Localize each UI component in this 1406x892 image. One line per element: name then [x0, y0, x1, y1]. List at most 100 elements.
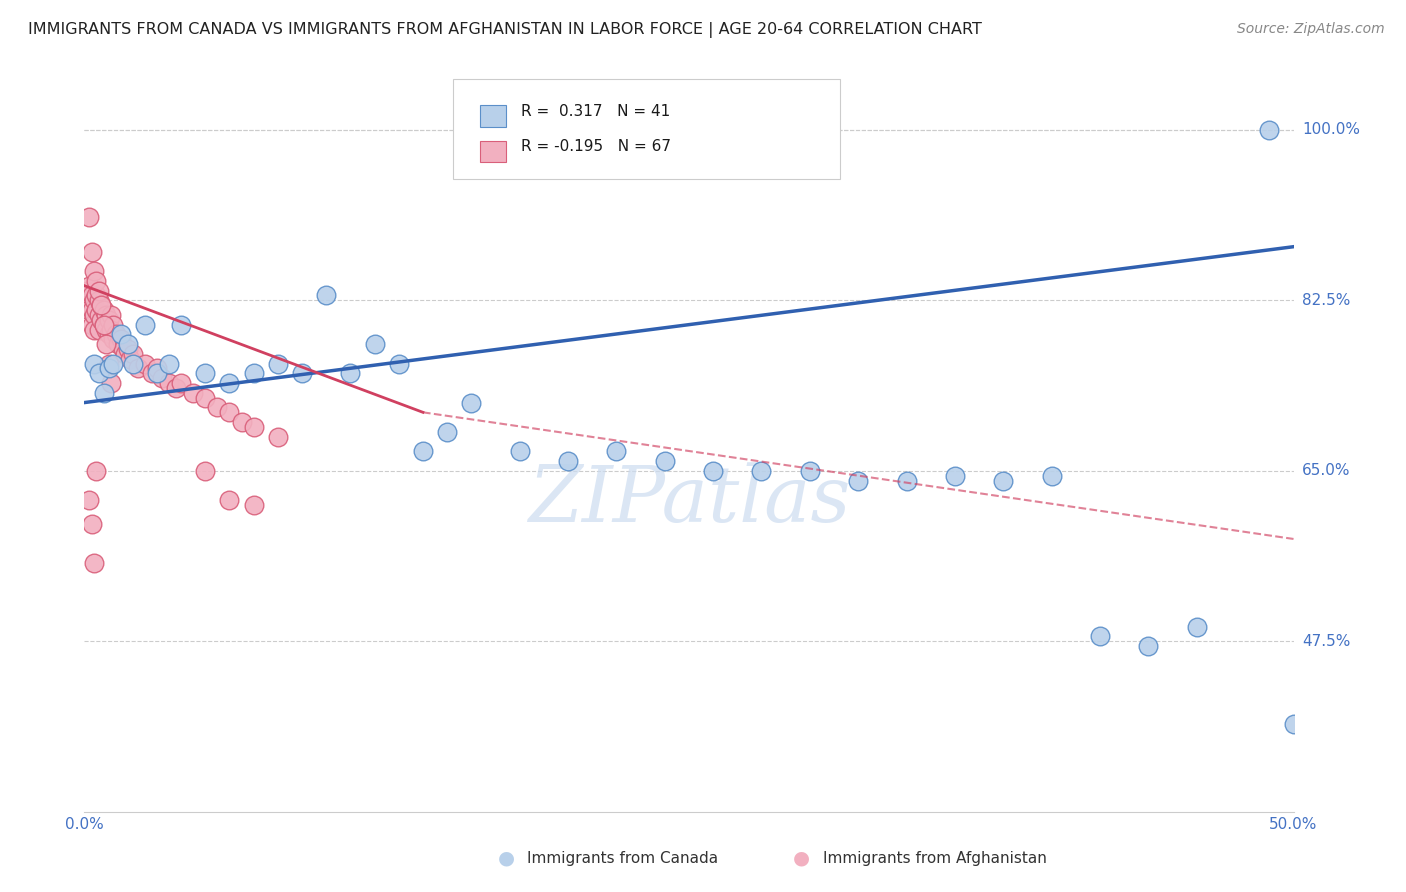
- Point: [83, 308, 105, 322]
- Point: [87, 308, 110, 322]
- Text: 47.5%: 47.5%: [1302, 633, 1350, 648]
- Point: [363, 337, 385, 351]
- Point: [77, 211, 100, 225]
- Point: [103, 318, 125, 332]
- Point: [97, 357, 120, 371]
- Point: [134, 318, 156, 332]
- Point: [751, 464, 773, 478]
- Point: [134, 357, 156, 371]
- Point: [194, 391, 217, 405]
- Point: [80, 244, 103, 259]
- Point: [114, 347, 136, 361]
- Point: [77, 278, 100, 293]
- Point: [76, 298, 98, 312]
- FancyBboxPatch shape: [479, 141, 506, 162]
- Point: [1088, 629, 1111, 643]
- FancyBboxPatch shape: [453, 78, 841, 178]
- Point: [509, 444, 531, 458]
- Point: [120, 351, 142, 366]
- Point: [87, 284, 110, 298]
- Point: [86, 288, 108, 302]
- Text: R =  0.317   N = 41: R = 0.317 N = 41: [520, 103, 671, 119]
- Point: [83, 322, 105, 336]
- Point: [80, 517, 103, 532]
- Point: [110, 327, 132, 342]
- Point: [846, 474, 869, 488]
- Point: [86, 303, 108, 318]
- Point: [87, 322, 110, 336]
- Point: [242, 367, 264, 381]
- Point: [557, 454, 579, 468]
- Point: [146, 367, 169, 381]
- Point: [150, 371, 173, 385]
- Point: [103, 332, 125, 346]
- Text: Immigrants from Canada: Immigrants from Canada: [527, 851, 718, 865]
- Point: [76, 284, 98, 298]
- Point: [267, 430, 290, 444]
- Point: [97, 312, 120, 326]
- Point: [77, 493, 100, 508]
- Point: [121, 357, 143, 371]
- Point: [218, 493, 240, 508]
- Point: [1185, 619, 1208, 633]
- Point: [339, 367, 361, 381]
- Point: [218, 405, 240, 419]
- Text: Immigrants from Afghanistan: Immigrants from Afghanistan: [823, 851, 1046, 865]
- Point: [181, 385, 204, 400]
- Text: Source: ZipAtlas.com: Source: ZipAtlas.com: [1237, 22, 1385, 37]
- Point: [127, 361, 149, 376]
- Point: [460, 395, 482, 409]
- Point: [1040, 468, 1063, 483]
- Text: 65.0%: 65.0%: [1302, 463, 1350, 478]
- Point: [654, 454, 676, 468]
- Text: ●: ●: [498, 848, 515, 868]
- Point: [896, 474, 918, 488]
- Point: [117, 337, 139, 351]
- Point: [388, 357, 411, 371]
- Point: [146, 361, 169, 376]
- Point: [170, 376, 193, 390]
- Point: [80, 303, 103, 318]
- Point: [103, 357, 125, 371]
- Point: [436, 425, 458, 439]
- Point: [100, 322, 122, 336]
- Point: [83, 264, 105, 278]
- Point: [194, 367, 217, 381]
- Point: [117, 342, 139, 356]
- Point: [87, 293, 110, 308]
- Point: [80, 318, 103, 332]
- Point: [94, 322, 117, 336]
- Point: [799, 464, 821, 478]
- Text: IMMIGRANTS FROM CANADA VS IMMIGRANTS FROM AFGHANISTAN IN LABOR FORCE | AGE 20-64: IMMIGRANTS FROM CANADA VS IMMIGRANTS FRO…: [28, 22, 981, 38]
- Text: ●: ●: [793, 848, 810, 868]
- Point: [93, 303, 115, 318]
- Text: 100.0%: 100.0%: [1302, 122, 1360, 137]
- Point: [1137, 639, 1160, 653]
- Text: ZIPatlas: ZIPatlas: [527, 463, 851, 539]
- Point: [97, 327, 120, 342]
- Point: [93, 318, 115, 332]
- Point: [80, 288, 103, 302]
- Point: [157, 376, 180, 390]
- Point: [100, 376, 122, 390]
- Point: [141, 367, 163, 381]
- Point: [83, 357, 105, 371]
- Text: R = -0.195   N = 67: R = -0.195 N = 67: [520, 139, 671, 154]
- Point: [165, 381, 187, 395]
- Text: 82.5%: 82.5%: [1302, 293, 1350, 308]
- Point: [605, 444, 627, 458]
- Point: [86, 464, 108, 478]
- Point: [107, 337, 129, 351]
- Point: [267, 357, 290, 371]
- Point: [94, 337, 117, 351]
- Point: [194, 464, 217, 478]
- Point: [231, 415, 253, 429]
- Point: [90, 298, 112, 312]
- Point: [207, 401, 229, 415]
- Point: [218, 376, 240, 390]
- Point: [242, 498, 264, 512]
- Point: [702, 464, 724, 478]
- Point: [242, 420, 264, 434]
- Point: [315, 288, 337, 302]
- Point: [83, 293, 105, 308]
